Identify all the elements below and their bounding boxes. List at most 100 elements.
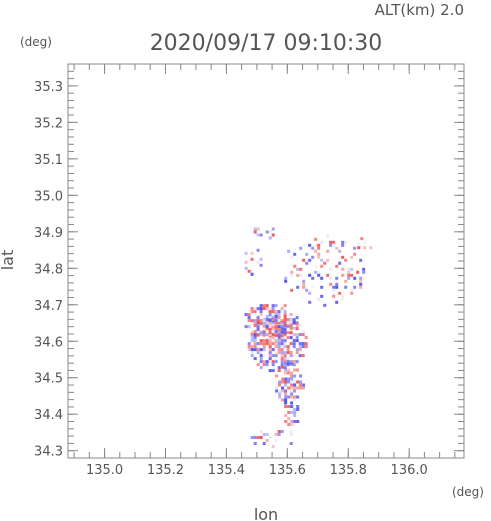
- echo-cell: [265, 439, 269, 442]
- echo-cell: [347, 267, 351, 271]
- echo-cell: [299, 273, 303, 277]
- echo-cell: [290, 408, 294, 411]
- echo-cell: [274, 334, 278, 338]
- echo-cell: [290, 371, 294, 375]
- echo-cell: [289, 336, 293, 340]
- echo-cell: [286, 360, 290, 364]
- echo-cell: [283, 310, 287, 314]
- echo-cell: [274, 315, 278, 319]
- echo-cell: [329, 276, 333, 280]
- echo-cell: [320, 258, 324, 262]
- echo-cell: [262, 321, 266, 325]
- echo-cell: [296, 405, 300, 408]
- echo-cell: [329, 243, 333, 247]
- echo-cell: [301, 345, 305, 349]
- echo-cell: [271, 336, 275, 340]
- echo-cell: [332, 243, 336, 247]
- echo-cell: [290, 389, 294, 393]
- echo-cell: [262, 324, 266, 328]
- echo-cell: [356, 270, 360, 274]
- echo-cell: [341, 267, 345, 271]
- echo-cell: [344, 285, 348, 289]
- echo-cell: [280, 322, 284, 326]
- echo-cell: [305, 288, 309, 292]
- echo-cell: [295, 333, 299, 337]
- echo-cell: [290, 405, 294, 408]
- echo-cell: [253, 339, 257, 343]
- echo-cell: [277, 351, 281, 355]
- echo-cell: [275, 389, 279, 393]
- echo-cell: [320, 285, 324, 289]
- echo-cell: [253, 319, 257, 323]
- echo-cell: [253, 345, 257, 349]
- echo-cell: [292, 339, 296, 343]
- echo-cell: [247, 325, 251, 329]
- echo-cell: [320, 240, 324, 244]
- echo-cell: [244, 325, 248, 329]
- echo-cell: [296, 368, 300, 372]
- echo-cell: [250, 345, 254, 349]
- echo-cell: [290, 383, 294, 387]
- echo-cell: [284, 392, 288, 396]
- echo-cell: [280, 307, 284, 311]
- echo-cell: [284, 398, 288, 402]
- echo-cell: [359, 258, 363, 262]
- echo-cell: [268, 315, 272, 319]
- echo-cell: [265, 360, 269, 364]
- echo-cell: [256, 363, 260, 367]
- echo-cell: [253, 324, 257, 328]
- echo-cell: [293, 414, 297, 417]
- echo-cell: [296, 408, 300, 411]
- altitude-label: ALT(km) 2.0: [375, 1, 464, 19]
- echo-cell: [292, 328, 296, 332]
- echo-cell: [295, 336, 299, 340]
- echo-cell: [278, 389, 282, 393]
- echo-cell: [244, 313, 248, 317]
- y-axis-label: lat: [0, 250, 17, 271]
- echo-cell: [320, 294, 324, 298]
- echo-cell: [277, 330, 281, 334]
- echo-cell: [259, 257, 263, 261]
- echo-cell: [271, 366, 275, 370]
- y-tick-label: 34.5: [34, 372, 63, 387]
- echo-cell: [259, 354, 263, 358]
- echo-cell: [308, 258, 312, 262]
- echo-cell: [283, 360, 287, 364]
- echo-cell: [262, 307, 266, 311]
- echo-cell: [275, 386, 279, 390]
- echo-cell: [359, 285, 363, 289]
- echo-cell: [286, 348, 290, 352]
- echo-cell: [308, 261, 312, 265]
- echo-cell: [253, 342, 257, 346]
- echo-cell: [344, 279, 348, 283]
- echo-cell: [359, 279, 363, 283]
- echo-cell: [250, 269, 254, 273]
- echo-cell: [350, 267, 354, 271]
- echo-cell: [308, 273, 312, 277]
- echo-cell: [332, 291, 336, 295]
- echo-cell: [295, 339, 299, 343]
- echo-cell: [268, 342, 272, 346]
- echo-cell: [283, 316, 287, 320]
- x-tick-label: 135.0: [86, 463, 123, 478]
- echo-cell: [304, 336, 308, 340]
- echo-cell: [259, 351, 263, 355]
- echo-cell: [344, 258, 348, 262]
- y-tick-label: 35.2: [34, 116, 63, 131]
- echo-cell: [262, 325, 266, 329]
- echo-cell: [284, 401, 288, 405]
- echo-cell: [341, 255, 345, 259]
- echo-cell: [302, 279, 306, 283]
- echo-cell: [265, 321, 269, 325]
- echo-cell: [271, 316, 275, 320]
- echo-cell: [287, 417, 291, 420]
- echo-cell: [274, 330, 278, 334]
- echo-cell: [280, 339, 284, 343]
- echo-cell: [341, 240, 345, 244]
- echo-cell: [299, 374, 303, 378]
- echo-cell: [284, 362, 288, 366]
- echo-cell: [262, 345, 266, 349]
- echo-cell: [281, 389, 285, 393]
- echo-cell: [277, 342, 281, 346]
- echo-cell: [256, 351, 260, 355]
